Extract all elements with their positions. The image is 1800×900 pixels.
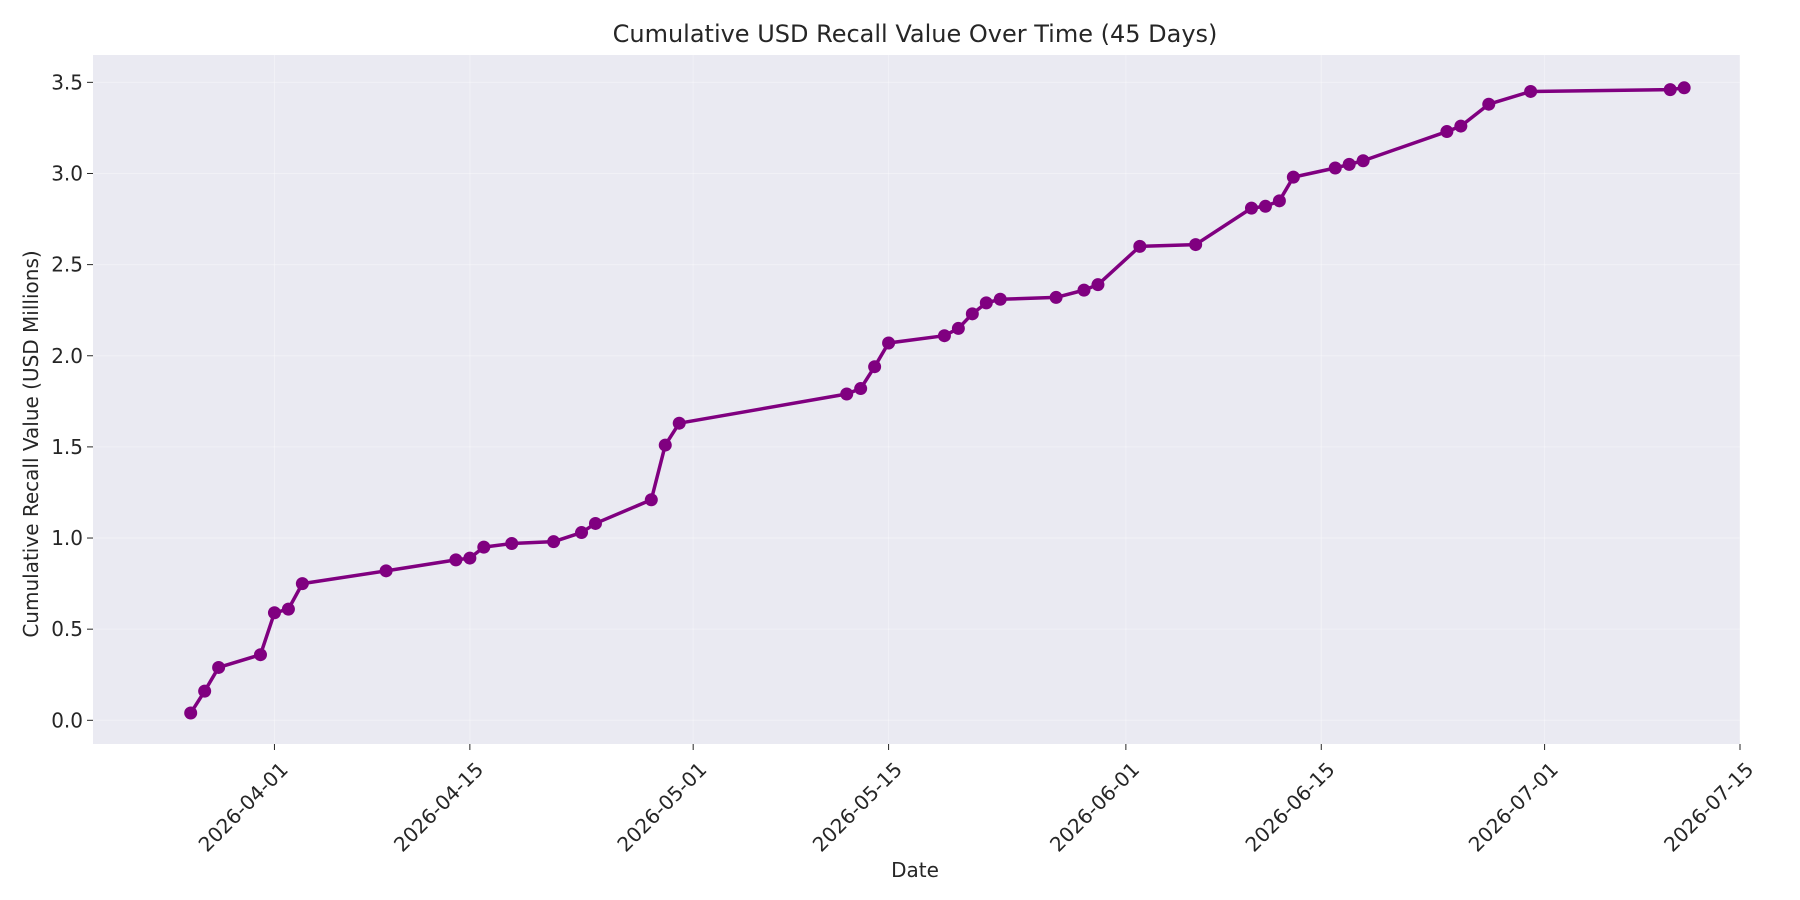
data-point — [1077, 283, 1091, 297]
y-tick-label: 1.0 — [51, 526, 83, 550]
data-point — [868, 360, 882, 374]
data-point — [1454, 119, 1468, 133]
data-point — [993, 292, 1007, 306]
x-tick-label: 2026-06-01 — [1045, 757, 1144, 856]
data-point — [1049, 290, 1063, 304]
data-point — [672, 416, 686, 430]
data-point — [295, 577, 309, 591]
data-point — [658, 438, 672, 452]
y-tick-label: 1.5 — [51, 435, 83, 459]
data-point — [854, 382, 868, 396]
data-point — [1272, 194, 1286, 208]
x-axis-label: Date — [891, 858, 939, 882]
x-tick-label: 2026-04-01 — [194, 757, 293, 856]
data-point — [212, 660, 226, 674]
plot-area — [93, 55, 1740, 744]
y-axis-ticks: 0.0 0.5 1.0 1.5 2.0 2.5 3.0 3.5 — [51, 70, 93, 732]
y-tick-label: 3.0 — [51, 161, 83, 185]
x-tick-label: 2026-05-01 — [612, 757, 711, 856]
data-point — [588, 516, 602, 530]
y-tick-label: 3.5 — [51, 70, 83, 94]
data-point — [505, 537, 519, 550]
data-point — [1258, 199, 1272, 213]
data-point — [840, 387, 854, 401]
grid-lines — [93, 55, 1741, 744]
y-tick-label: 2.5 — [51, 253, 83, 277]
data-point — [463, 551, 477, 565]
data-point — [547, 535, 561, 549]
data-point — [575, 526, 589, 540]
data-point — [1244, 201, 1258, 215]
x-tick-label: 2026-05-15 — [808, 757, 907, 856]
data-point — [965, 307, 979, 321]
chart-title: Cumulative USD Recall Value Over Time (4… — [613, 20, 1218, 48]
data-point — [1524, 84, 1538, 98]
x-tick-label: 2026-07-01 — [1464, 757, 1563, 856]
x-tick-label: 2026-04-15 — [389, 757, 488, 856]
x-axis-ticks: 2026-04-01 2026-04-15 2026-05-01 2026-05-15… — [194, 744, 1758, 856]
data-point — [267, 606, 281, 620]
data-point — [951, 321, 965, 335]
data-point — [1482, 97, 1496, 111]
data-point — [1286, 170, 1300, 184]
x-tick-label: 2026-06-15 — [1240, 757, 1339, 856]
y-tick-label: 0.0 — [51, 708, 83, 732]
data-point — [1356, 154, 1370, 168]
data-point — [1677, 81, 1691, 95]
data-point — [1189, 238, 1203, 252]
data-point — [477, 540, 491, 554]
y-tick-label: 0.5 — [51, 617, 83, 641]
data-point — [1091, 278, 1105, 292]
data-point — [979, 296, 993, 310]
data-point — [1133, 239, 1147, 253]
data-point — [1328, 161, 1342, 175]
data-point — [253, 648, 267, 662]
data-point — [937, 329, 951, 343]
data-point — [882, 336, 896, 350]
y-axis-label: Cumulative Recall Value (USD Millions) — [19, 250, 43, 637]
x-tick-label: 2026-07-15 — [1659, 757, 1758, 856]
data-point — [281, 602, 295, 616]
data-point — [1342, 157, 1356, 171]
y-tick-label: 2.0 — [51, 344, 83, 368]
data-point — [449, 553, 463, 567]
data-point — [184, 706, 198, 720]
data-point — [1440, 125, 1454, 139]
data-point — [1663, 83, 1677, 97]
series-layer — [184, 81, 1691, 720]
data-point — [198, 684, 212, 698]
data-point — [379, 564, 393, 578]
data-point — [644, 493, 658, 507]
